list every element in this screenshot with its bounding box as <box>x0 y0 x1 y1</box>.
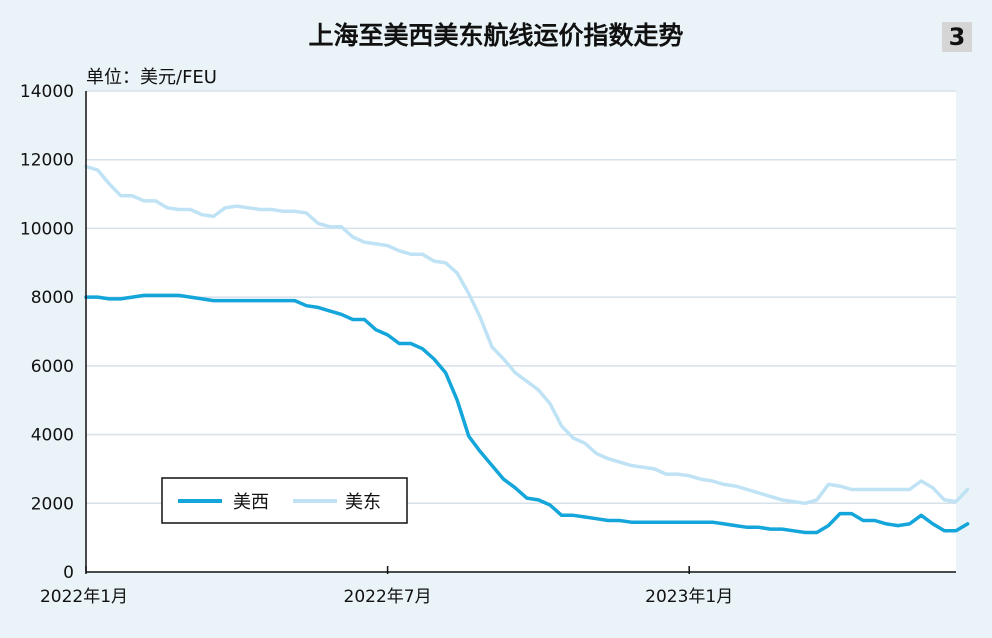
y-tick-label: 4000 <box>31 426 74 446</box>
axes: 0 2000 4000 6000 8000 10000 12000 14000 2022年1月 2… <box>20 82 956 607</box>
x-tick-label: 2022年1月 <box>40 587 128 607</box>
y-tick-label: 14000 <box>20 82 74 102</box>
legend: 美西 美东 <box>161 477 408 524</box>
y-tick-label: 2000 <box>31 494 74 514</box>
y-tick-label: 0 <box>63 563 74 583</box>
y-tick-label: 6000 <box>31 357 74 377</box>
x-tick-label: 2023年1月 <box>645 587 733 607</box>
x-tick-label: 2022年7月 <box>344 587 432 607</box>
series-line-west <box>84 293 970 535</box>
y-tick-label: 12000 <box>20 151 74 171</box>
legend-label: 美东 <box>345 492 381 513</box>
chart-title: 上海至美西美东航线运价指数走势 <box>308 21 684 50</box>
legend-label: 美西 <box>233 492 269 513</box>
figure-number-badge: 3 <box>942 22 972 52</box>
y-tick-label: 8000 <box>31 288 74 308</box>
y-tick-label: 10000 <box>20 219 74 239</box>
series-line-east <box>84 164 970 506</box>
series-lines <box>84 164 970 535</box>
unit-label: 单位：美元/FEU <box>86 67 217 88</box>
